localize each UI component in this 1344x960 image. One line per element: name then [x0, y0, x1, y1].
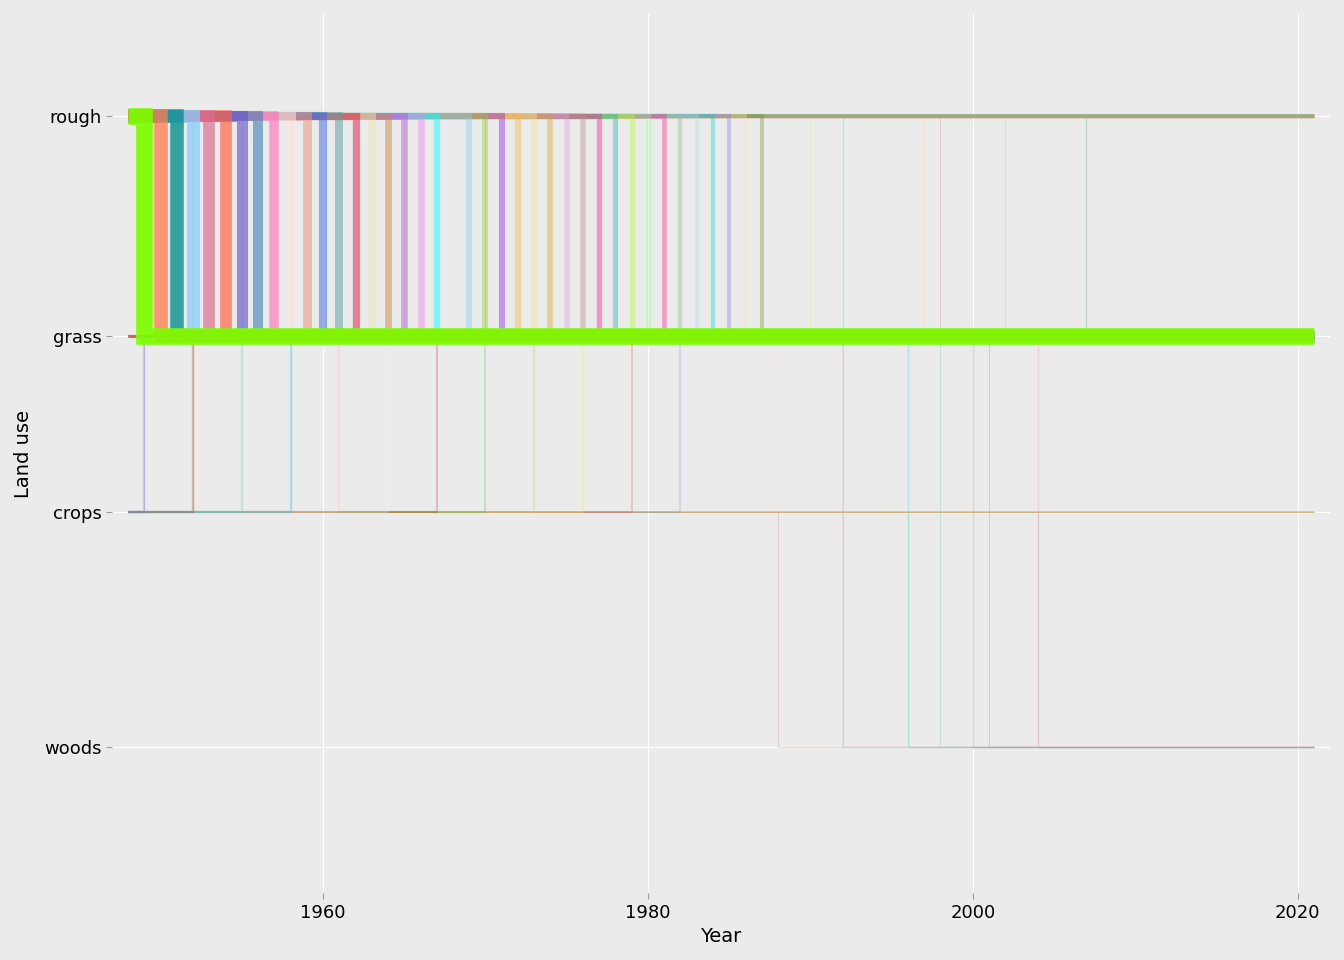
X-axis label: Year: Year — [700, 927, 742, 947]
Y-axis label: Land use: Land use — [13, 410, 32, 497]
